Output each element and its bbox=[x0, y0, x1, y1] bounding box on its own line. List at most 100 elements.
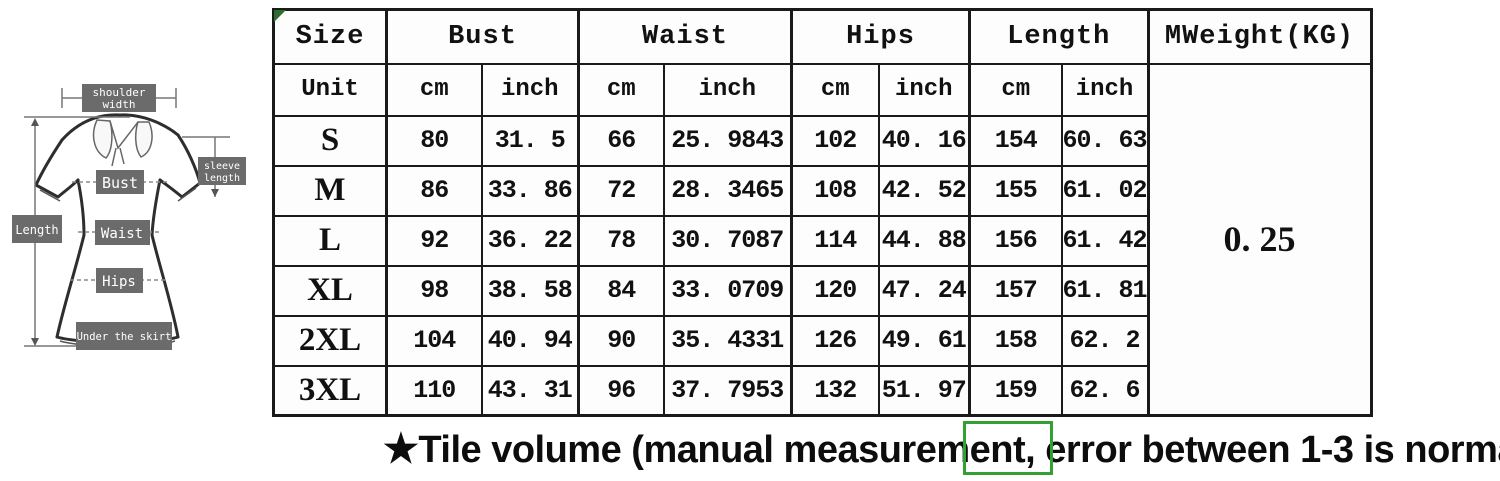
table-cell: 96 bbox=[577, 364, 665, 417]
size-cell: 2XL bbox=[272, 314, 388, 367]
unit-cell: inch bbox=[877, 62, 971, 117]
garment-measure-diagram: shoulder width sleeve length Length Bust… bbox=[12, 84, 246, 350]
table-cell: 35. 4331 bbox=[662, 314, 793, 367]
table-cell: 155 bbox=[968, 164, 1063, 217]
table-cell: 33. 86 bbox=[480, 164, 580, 217]
shoulder-width-label-line1: shoulder bbox=[93, 86, 146, 99]
table-cell: 49. 61 bbox=[877, 314, 971, 367]
table-cell: 61. 42 bbox=[1060, 214, 1150, 267]
sleeve-length-label-line2: length bbox=[204, 173, 240, 184]
shoulder-width-label-box bbox=[82, 84, 156, 112]
measure-arrowheads bbox=[31, 118, 219, 346]
collar-outline bbox=[92, 119, 153, 159]
table-cell: 38. 58 bbox=[480, 264, 580, 317]
table-cell: 36. 22 bbox=[480, 214, 580, 267]
table-row: S 80 31. 5 66 25. 9843 102 40. 16 154 60… bbox=[272, 114, 1372, 167]
unit-cell: cm bbox=[577, 62, 665, 117]
length-label-box bbox=[12, 215, 62, 243]
table-cell: 61. 02 bbox=[1060, 164, 1150, 217]
table-cell: 120 bbox=[790, 264, 880, 317]
under-the-skirt-label-box bbox=[76, 322, 172, 350]
table-row: XL 98 38. 58 84 33. 0709 120 47. 24 157 … bbox=[272, 264, 1372, 317]
caption: ★Tile volume (manual measurement, error … bbox=[383, 426, 1500, 472]
table-cell: 156 bbox=[968, 214, 1063, 267]
table-cell: 110 bbox=[385, 364, 483, 417]
header-weight: MWeight(KG) bbox=[1146, 8, 1373, 65]
table-cell: 132 bbox=[790, 364, 880, 417]
unit-label-cell: Unit bbox=[272, 62, 388, 117]
table-cell: 37. 7953 bbox=[662, 364, 793, 417]
table-cell: 44. 88 bbox=[877, 214, 971, 267]
diagram-labels: shoulder width sleeve length Length Bust… bbox=[12, 84, 246, 350]
table-cell: 72 bbox=[577, 164, 665, 217]
table-cell: 62. 2 bbox=[1060, 314, 1150, 367]
table-cell: 92 bbox=[385, 214, 483, 267]
unit-cell: cm bbox=[385, 62, 483, 117]
waist-label-box bbox=[95, 220, 150, 245]
table-row: M 86 33. 86 72 28. 3465 108 42. 52 155 6… bbox=[272, 164, 1372, 217]
table-cell: 114 bbox=[790, 214, 880, 267]
table-cell: 60. 63 bbox=[1060, 114, 1150, 167]
header-size: Size bbox=[272, 8, 388, 65]
hips-label: Hips bbox=[102, 274, 136, 290]
size-cell: M bbox=[272, 164, 388, 217]
table-cell: 28. 3465 bbox=[662, 164, 793, 217]
table-cell: 78 bbox=[577, 214, 665, 267]
under-the-skirt-label: Under the skirt bbox=[77, 331, 172, 343]
table-cell: 86 bbox=[385, 164, 483, 217]
unit-cell: cm bbox=[968, 62, 1063, 117]
table-cell: 33. 0709 bbox=[662, 264, 793, 317]
header-bust: Bust bbox=[385, 8, 580, 65]
green-selection-marker bbox=[963, 421, 1053, 475]
header-hips: Hips bbox=[790, 8, 971, 65]
table-cell: 104 bbox=[385, 314, 483, 367]
unit-cell: inch bbox=[480, 62, 580, 117]
table-row: 2XL 104 40. 94 90 35. 4331 126 49. 61 15… bbox=[272, 314, 1372, 367]
table-cell: 25. 9843 bbox=[662, 114, 793, 167]
table-cell: 102 bbox=[790, 114, 880, 167]
size-chart-table: Size Bust Waist Hips Length MWeight(KG) … bbox=[272, 8, 1373, 417]
table-cell: 62. 6 bbox=[1060, 364, 1150, 417]
table-cell: 80 bbox=[385, 114, 483, 167]
waist-label: Waist bbox=[101, 226, 143, 242]
unit-cell: inch bbox=[662, 62, 793, 117]
table-row: L 92 36. 22 78 30. 7087 114 44. 88 156 6… bbox=[272, 214, 1372, 267]
table-unit-row: Unit cm inch cm inch cm inch cm inch 0. … bbox=[272, 62, 1373, 417]
table-cell: 108 bbox=[790, 164, 880, 217]
table-cell: 43. 31 bbox=[480, 364, 580, 417]
table-cell: 40. 94 bbox=[480, 314, 580, 367]
table-cell: 42. 52 bbox=[877, 164, 971, 217]
table-cell: 126 bbox=[790, 314, 880, 367]
size-cell: 3XL bbox=[272, 364, 388, 417]
size-cell: XL bbox=[272, 264, 388, 317]
table-cell: 30. 7087 bbox=[662, 214, 793, 267]
unit-cell: cm bbox=[790, 62, 880, 117]
table-cell: 90 bbox=[577, 314, 665, 367]
header-length: Length bbox=[968, 8, 1150, 65]
table-cell: 51. 97 bbox=[877, 364, 971, 417]
unit-cell: inch bbox=[1060, 62, 1150, 117]
bust-label-box bbox=[96, 170, 144, 194]
hips-label-box bbox=[96, 268, 143, 293]
header-waist: Waist bbox=[577, 8, 793, 65]
length-label: Length bbox=[15, 223, 58, 237]
table-row: 3XL 110 43. 31 96 37. 7953 132 51. 97 15… bbox=[272, 364, 1372, 417]
table-cell: 154 bbox=[968, 114, 1063, 167]
table-cell: 159 bbox=[968, 364, 1063, 417]
size-cell: S bbox=[272, 114, 388, 167]
caption-text: Tile volume (manual measurement, error b… bbox=[418, 429, 1500, 471]
table-cell: 84 bbox=[577, 264, 665, 317]
size-cell: L bbox=[272, 214, 388, 267]
table-cell: 66 bbox=[577, 114, 665, 167]
table-header-row: Size Bust Waist Hips Length MWeight(KG) bbox=[272, 8, 1373, 65]
table-cell: 158 bbox=[968, 314, 1063, 367]
sleeve-length-label-line1: sleeve bbox=[204, 161, 240, 172]
bust-label: Bust bbox=[102, 174, 138, 192]
table-cell: 98 bbox=[385, 264, 483, 317]
weight-value-cell: 0. 25 bbox=[1146, 62, 1373, 417]
corner-triangle-marker bbox=[274, 10, 286, 22]
table-cell: 31. 5 bbox=[480, 114, 580, 167]
table-cell: 61. 81 bbox=[1060, 264, 1150, 317]
shoulder-width-label-line2: width bbox=[102, 98, 135, 111]
neck-tie-lines bbox=[109, 120, 139, 167]
